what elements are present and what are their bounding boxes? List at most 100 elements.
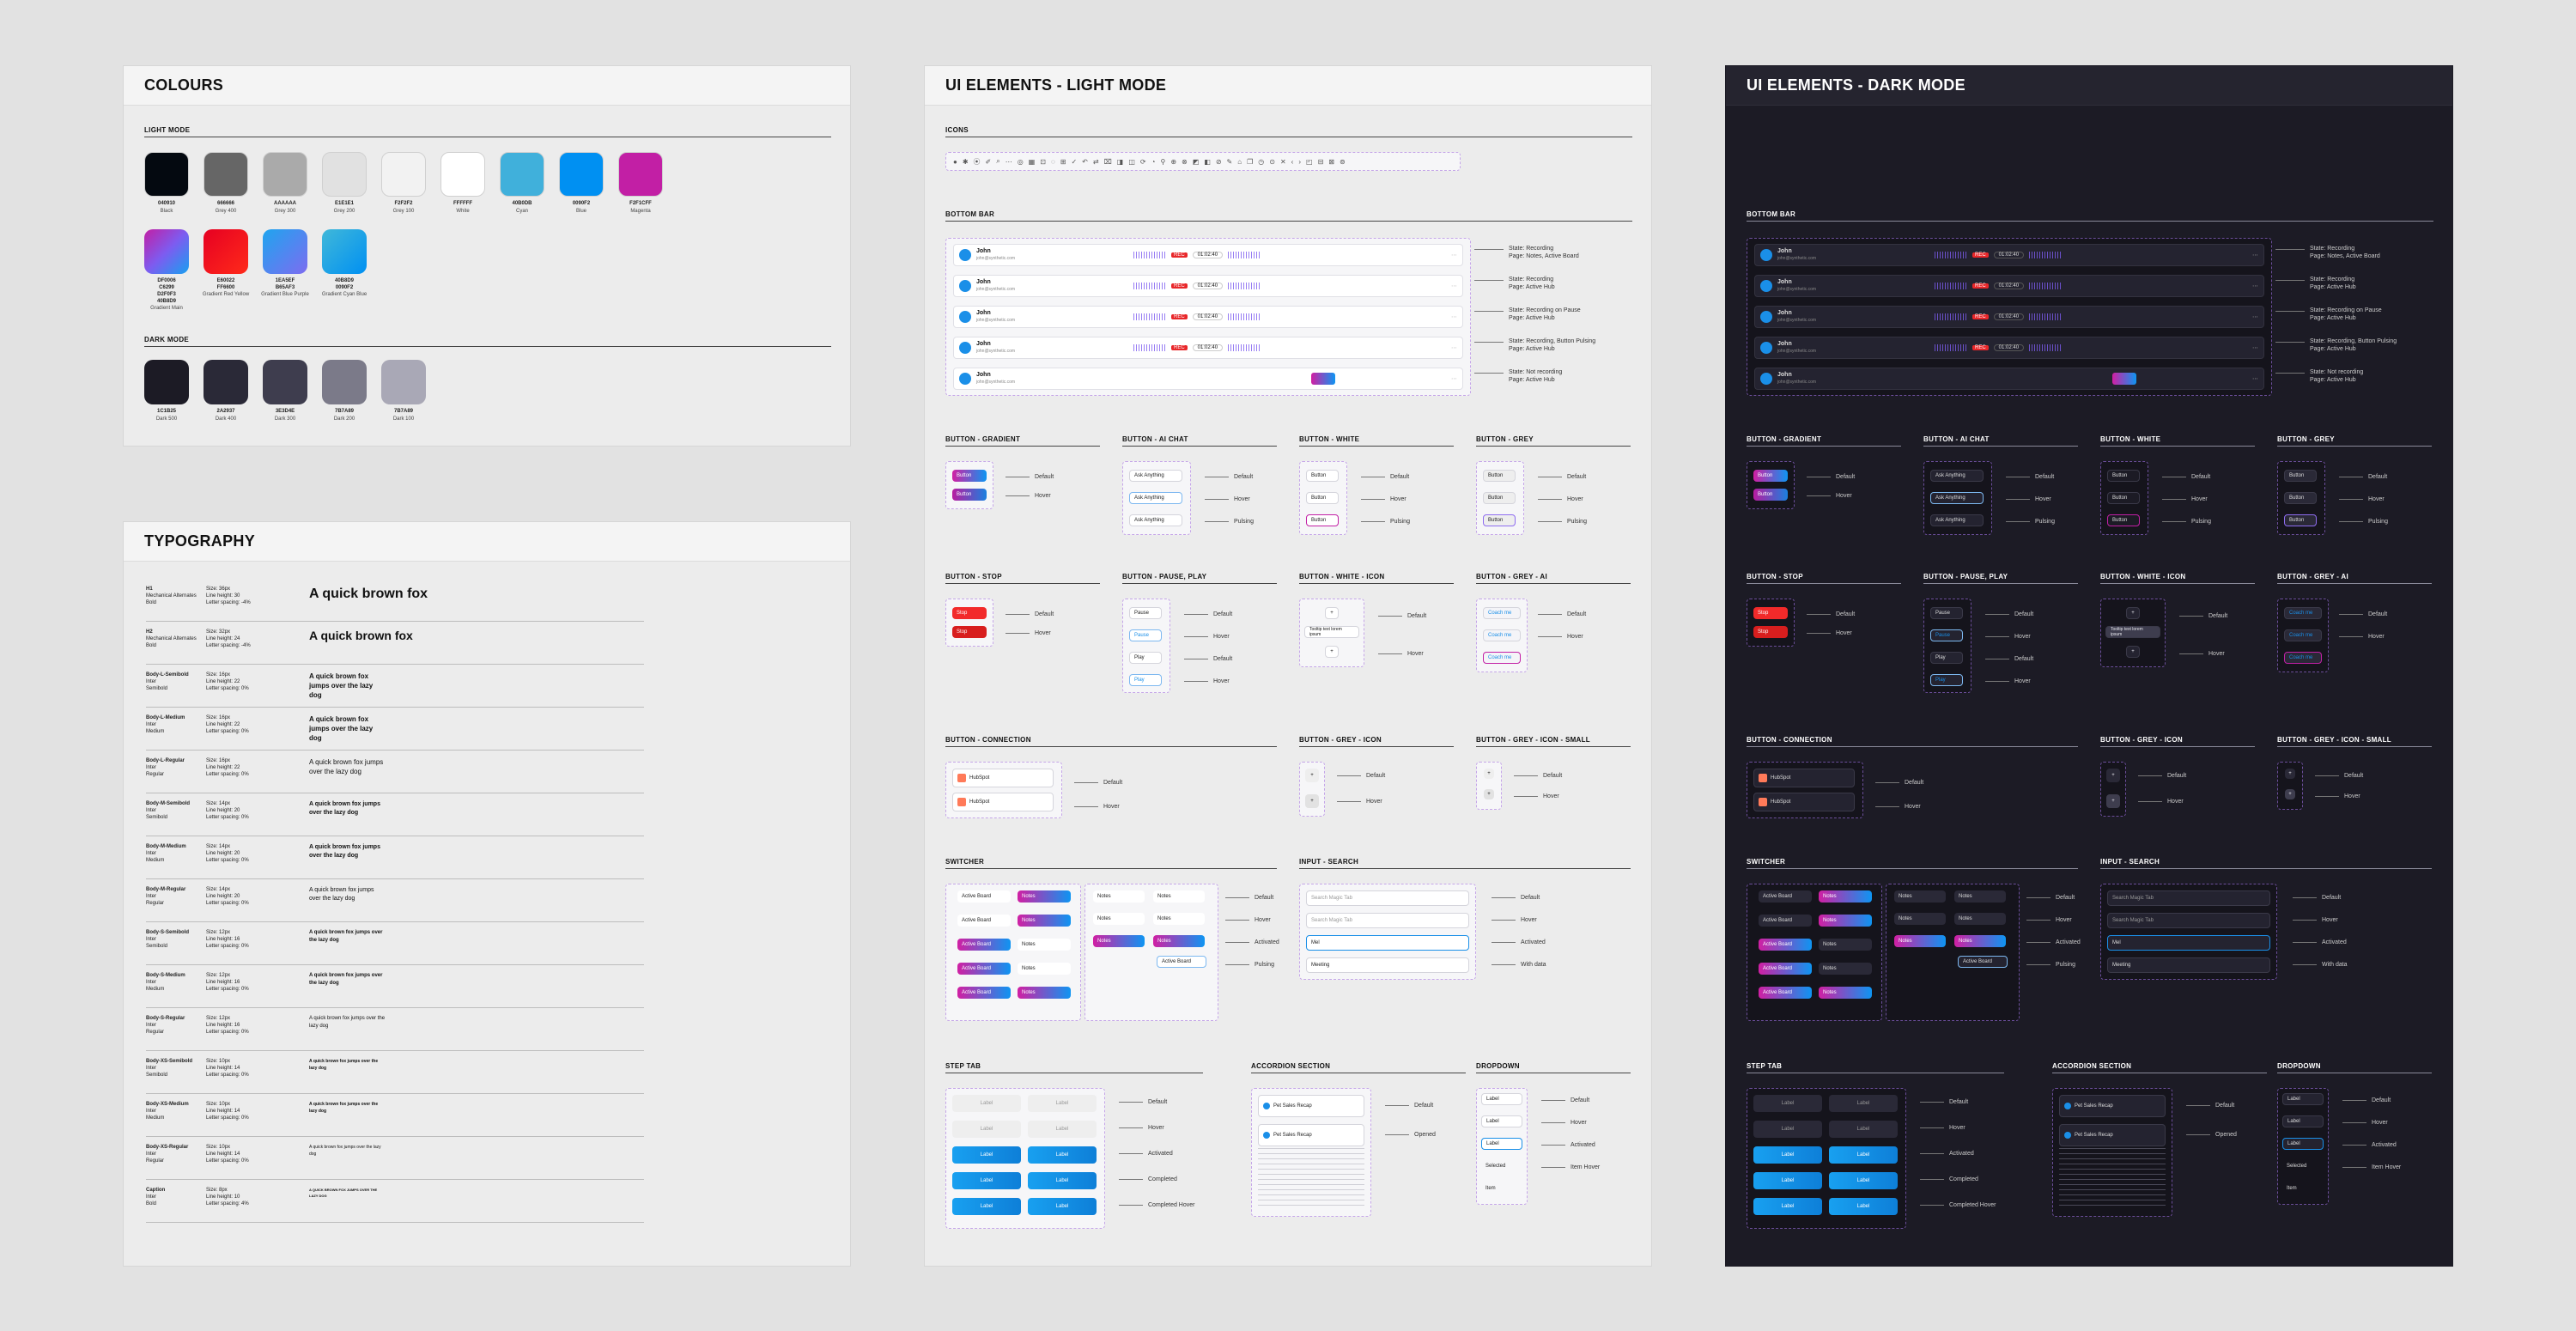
- switcher-tab-active-board[interactable]: Active Board: [1759, 987, 1812, 999]
- dropdown-item[interactable]: Label: [1481, 1093, 1522, 1105]
- more-icon[interactable]: ⋯: [2252, 314, 2258, 320]
- dropdown-item[interactable]: Label: [1481, 1115, 1522, 1127]
- search-input[interactable]: Meeting: [1306, 957, 1469, 973]
- step-tab[interactable]: Label: [952, 1198, 1021, 1215]
- white-button[interactable]: Button: [1306, 514, 1339, 526]
- switcher-tab-notes[interactable]: Notes: [1819, 987, 1872, 999]
- more-icon[interactable]: ⋯: [1451, 283, 1457, 289]
- white-button[interactable]: Button: [2107, 492, 2140, 504]
- switcher-tab-notes[interactable]: Notes: [1819, 939, 1872, 951]
- dropdown-item[interactable]: Label: [1481, 1138, 1522, 1150]
- pause-button-hover[interactable]: Pause: [1930, 629, 1963, 641]
- switcher-tab-notes[interactable]: Notes: [1954, 890, 2006, 903]
- accordion-header[interactable]: Pet Sales Recap: [2059, 1095, 2166, 1117]
- step-tab[interactable]: Label: [1753, 1095, 1822, 1112]
- step-tab[interactable]: Label: [952, 1095, 1021, 1112]
- ui-icon[interactable]: ⊗: [1182, 157, 1188, 166]
- switcher-tab-notes[interactable]: Notes: [1954, 935, 2006, 947]
- ui-icon[interactable]: ◰: [1306, 157, 1313, 166]
- ui-icon[interactable]: ◫: [1128, 157, 1135, 166]
- dropdown-item[interactable]: Label: [2282, 1138, 2324, 1150]
- grey-button[interactable]: Button: [1483, 470, 1516, 482]
- switcher-tab-notes[interactable]: Notes: [1093, 913, 1145, 925]
- ui-icon[interactable]: ◷: [1258, 157, 1265, 166]
- ui-icon[interactable]: ◧: [1204, 157, 1211, 166]
- switcher-tab-active-board[interactable]: Active Board: [957, 963, 1011, 975]
- search-input[interactable]: Mel: [1306, 935, 1469, 951]
- ui-icon[interactable]: ‹: [1291, 157, 1294, 166]
- small-icon-button[interactable]: +: [2285, 769, 2295, 779]
- ai-chat-button[interactable]: Ask Anything: [1930, 514, 1984, 526]
- ai-chat-button[interactable]: Ask Anything: [1129, 514, 1182, 526]
- more-icon[interactable]: ⋯: [2252, 376, 2258, 382]
- ui-icon[interactable]: ◨: [1116, 157, 1124, 166]
- ui-icon[interactable]: ◔: [1151, 157, 1156, 166]
- switcher-tab-notes[interactable]: Notes: [1093, 890, 1145, 903]
- step-tab[interactable]: Label: [952, 1121, 1021, 1138]
- ui-icon[interactable]: ◌: [1050, 157, 1055, 166]
- step-tab[interactable]: Label: [1753, 1198, 1822, 1215]
- grey-button[interactable]: Button: [1483, 514, 1516, 526]
- dropdown-item[interactable]: Item: [2287, 1186, 2297, 1191]
- switcher-tab-active-board[interactable]: Active Board: [1759, 890, 1812, 903]
- dropdown-item[interactable]: Label: [2282, 1093, 2324, 1105]
- gradient-button[interactable]: Button: [952, 470, 987, 482]
- dropdown-item[interactable]: Selected: [2287, 1164, 2307, 1169]
- ai-chat-button[interactable]: Ask Anything: [1129, 492, 1182, 504]
- more-icon[interactable]: ⋯: [1451, 376, 1457, 382]
- ai-chat-button[interactable]: Ask Anything: [1930, 492, 1984, 504]
- gradient-button[interactable]: Button: [1753, 470, 1788, 482]
- gradient-button-hover[interactable]: Button: [1753, 489, 1788, 501]
- white-button[interactable]: Button: [2107, 470, 2140, 482]
- switcher-tab-active-board[interactable]: Active Board: [957, 890, 1011, 903]
- ui-icon[interactable]: ⊚: [1339, 157, 1346, 166]
- ui-icon[interactable]: ▦: [1028, 157, 1036, 166]
- ui-icon[interactable]: ✐: [985, 157, 992, 166]
- ui-icon[interactable]: ⊟: [1317, 157, 1324, 166]
- switcher-tab-notes[interactable]: Notes: [1153, 890, 1205, 903]
- rec-badge[interactable]: REC: [1972, 314, 1989, 319]
- stop-button-hover[interactable]: Stop: [1753, 626, 1788, 638]
- ui-icon[interactable]: ✱: [962, 157, 969, 166]
- coach-button[interactable]: Coach me: [2284, 652, 2322, 664]
- dropdown-item[interactable]: Selected: [1485, 1164, 1506, 1169]
- switcher-tab-notes[interactable]: Notes: [1018, 939, 1071, 951]
- switcher-tab-notes[interactable]: Notes: [1153, 935, 1205, 947]
- search-input[interactable]: Search Magic Tab: [1306, 890, 1469, 906]
- stop-button[interactable]: Stop: [952, 607, 987, 619]
- switcher-tab-active-board[interactable]: Active Board: [1759, 963, 1812, 975]
- rec-badge[interactable]: REC: [1972, 345, 1989, 350]
- play-button[interactable]: Play: [1129, 652, 1162, 664]
- switcher-tab-notes[interactable]: Notes: [1819, 963, 1872, 975]
- more-icon[interactable]: ⋯: [1451, 314, 1457, 320]
- step-tab[interactable]: Label: [1753, 1146, 1822, 1164]
- rec-badge[interactable]: REC: [1171, 314, 1188, 319]
- switcher-tab-notes[interactable]: Notes: [1894, 913, 1946, 925]
- more-icon[interactable]: ⋯: [2252, 283, 2258, 289]
- record-button[interactable]: [2112, 373, 2136, 385]
- ui-icon[interactable]: ⋯: [1005, 157, 1012, 166]
- coach-button[interactable]: Coach me: [1483, 652, 1521, 664]
- step-tab[interactable]: Label: [1829, 1198, 1898, 1215]
- dropdown-item[interactable]: Label: [2282, 1115, 2324, 1127]
- more-icon[interactable]: ⋯: [2252, 345, 2258, 351]
- step-tab[interactable]: Label: [1753, 1172, 1822, 1189]
- search-input[interactable]: Search Magic Tab: [2107, 913, 2270, 928]
- grey-button[interactable]: Button: [2284, 514, 2317, 526]
- ui-icon[interactable]: ✕: [1279, 157, 1286, 166]
- switcher-tab-notes[interactable]: Notes: [1018, 890, 1071, 903]
- small-icon-button-hover[interactable]: +: [2285, 789, 2295, 799]
- small-icon-button[interactable]: +: [1484, 769, 1494, 779]
- ui-icon[interactable]: ◩: [1192, 157, 1200, 166]
- ui-icon[interactable]: ⊕: [1170, 157, 1177, 166]
- step-tab[interactable]: Label: [1028, 1198, 1097, 1215]
- grey-button[interactable]: Button: [2284, 492, 2317, 504]
- ui-icon[interactable]: ●: [953, 157, 957, 166]
- ui-icon[interactable]: ⊙: [1269, 157, 1275, 166]
- rec-badge[interactable]: REC: [1171, 252, 1188, 258]
- more-icon[interactable]: ⋯: [1451, 252, 1457, 258]
- switcher-tab-active-board[interactable]: Active Board: [1759, 915, 1812, 927]
- dropdown-item[interactable]: Item: [1485, 1186, 1496, 1191]
- hubspot-connection-button[interactable]: HubSpot: [952, 769, 1054, 787]
- grey-icon-button[interactable]: +: [1305, 769, 1319, 782]
